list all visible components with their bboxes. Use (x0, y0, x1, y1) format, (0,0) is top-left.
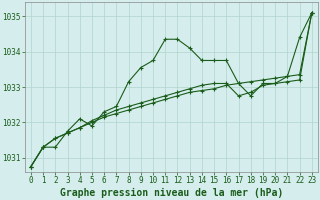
X-axis label: Graphe pression niveau de la mer (hPa): Graphe pression niveau de la mer (hPa) (60, 188, 283, 198)
